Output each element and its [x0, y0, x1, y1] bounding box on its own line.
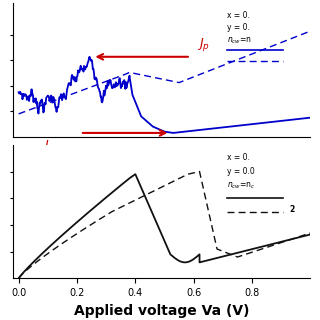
- Text: $J_v$: $J_v$: [42, 138, 55, 154]
- X-axis label: Applied voltage Va (V): Applied voltage Va (V): [74, 304, 249, 318]
- Text: $J_p$: $J_p$: [196, 36, 210, 53]
